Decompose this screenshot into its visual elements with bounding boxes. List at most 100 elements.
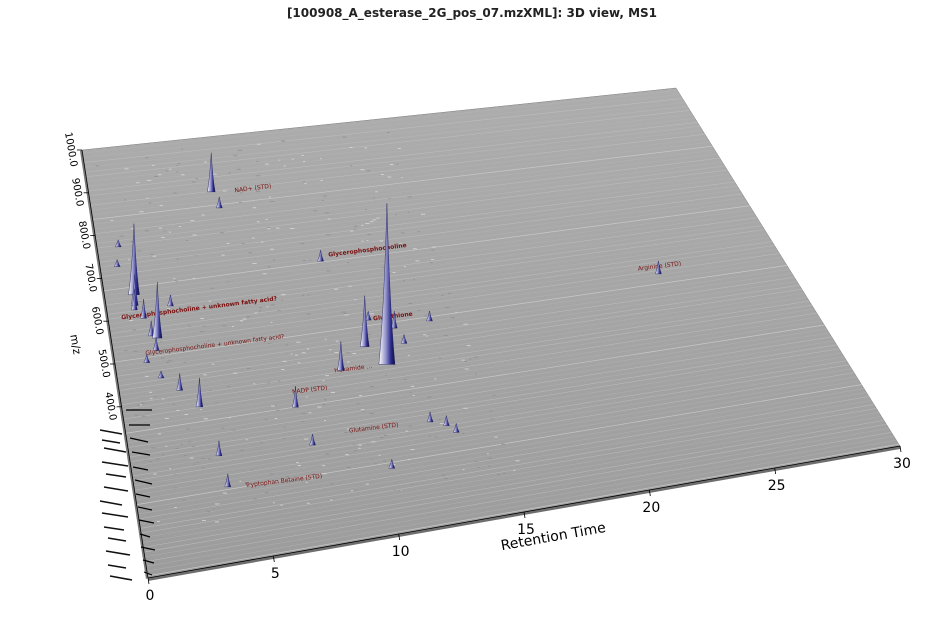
peak[interactable] xyxy=(167,294,174,307)
y-tick-label: 800.0 xyxy=(76,220,92,250)
noise-speck xyxy=(282,438,286,439)
noise-speck xyxy=(422,334,426,336)
noise-speck xyxy=(138,301,143,302)
noise-speck xyxy=(278,380,281,382)
peak[interactable] xyxy=(128,223,140,295)
scan-line xyxy=(132,364,850,482)
peak[interactable] xyxy=(400,334,408,344)
noise-speck xyxy=(443,477,448,479)
scan-line xyxy=(92,145,713,220)
noise-speck xyxy=(124,168,129,170)
peak[interactable] xyxy=(388,459,396,469)
peak[interactable] xyxy=(195,377,204,408)
noise-speck xyxy=(439,423,445,425)
noise-speck xyxy=(319,158,322,160)
peak[interactable] xyxy=(426,310,433,322)
noise-speck xyxy=(306,502,311,504)
peak[interactable] xyxy=(131,288,138,311)
noise-speck xyxy=(413,279,415,281)
noise-speck xyxy=(475,373,477,375)
noise-speck xyxy=(281,140,286,142)
noise-speck xyxy=(438,418,441,420)
peak[interactable] xyxy=(152,282,163,339)
peak[interactable] xyxy=(426,411,434,423)
noise-speck xyxy=(324,399,327,401)
noise-speck xyxy=(204,161,207,163)
noise-speck xyxy=(184,414,188,415)
peak[interactable] xyxy=(207,152,216,193)
noise-speck xyxy=(473,356,478,358)
x-tick-label: 5 xyxy=(271,566,280,582)
noise-speck xyxy=(266,306,269,308)
scan-line xyxy=(116,277,795,377)
scan-line xyxy=(116,273,792,372)
peak[interactable] xyxy=(224,473,232,488)
noise-speck xyxy=(428,435,432,437)
peak[interactable] xyxy=(317,250,324,262)
noise-speck xyxy=(387,132,390,133)
noise-speck xyxy=(247,368,251,369)
peak[interactable] xyxy=(215,196,223,209)
scan-line xyxy=(119,289,802,391)
noise-speck xyxy=(438,357,441,359)
noise-speck xyxy=(162,398,165,400)
noise-speck xyxy=(379,437,384,438)
x-tick-mark xyxy=(272,555,275,563)
noise-speck xyxy=(313,210,318,212)
noise-speck xyxy=(375,191,378,193)
peak[interactable] xyxy=(337,341,345,371)
noise-speck xyxy=(153,473,157,475)
peak[interactable] xyxy=(114,239,122,248)
peak[interactable] xyxy=(113,258,121,267)
peak[interactable] xyxy=(143,354,151,363)
peak[interactable] xyxy=(452,423,460,433)
scan-line xyxy=(131,356,845,472)
peak[interactable] xyxy=(378,203,396,365)
peak[interactable] xyxy=(140,299,147,319)
noise-speck xyxy=(274,418,278,419)
peak[interactable] xyxy=(309,434,316,446)
noise-speck xyxy=(409,392,412,394)
noise-speck xyxy=(352,443,356,445)
noise-speck xyxy=(441,295,444,296)
noise-speck xyxy=(254,312,258,314)
peak[interactable] xyxy=(292,386,299,408)
peak[interactable] xyxy=(157,370,165,379)
peak[interactable] xyxy=(390,311,398,329)
noise-speck xyxy=(137,250,142,252)
noise-speck xyxy=(256,191,261,193)
peak[interactable] xyxy=(443,415,450,426)
noise-speck xyxy=(347,361,350,363)
noise-speck xyxy=(128,259,131,261)
peak[interactable] xyxy=(655,260,662,275)
scan-line xyxy=(120,297,807,401)
noise-speck xyxy=(135,182,140,184)
noise-speck xyxy=(333,288,339,290)
noise-speck xyxy=(290,353,293,355)
noise-speck xyxy=(137,404,141,406)
scan-line xyxy=(110,245,775,339)
noise-speck xyxy=(159,341,163,343)
noise-speck xyxy=(233,372,238,374)
peak[interactable] xyxy=(364,311,372,321)
noise-speck xyxy=(222,190,227,192)
noise-speck xyxy=(400,232,405,234)
peak[interactable] xyxy=(359,295,370,347)
noise-speck xyxy=(407,354,410,356)
scan-line xyxy=(107,225,763,315)
peak[interactable] xyxy=(215,440,223,456)
peak[interactable] xyxy=(152,337,160,351)
noise-speck xyxy=(443,335,448,337)
noise-speck xyxy=(201,214,205,216)
noise-speck xyxy=(186,240,188,241)
scan-line xyxy=(89,130,703,201)
peak[interactable] xyxy=(130,274,139,306)
noise-speck xyxy=(361,225,364,226)
noise-speck xyxy=(501,443,506,445)
noise-speck xyxy=(301,413,306,415)
peak[interactable] xyxy=(176,373,183,391)
noise-speck xyxy=(124,350,128,351)
noise-speck xyxy=(391,464,396,466)
noise-speck xyxy=(376,217,380,219)
